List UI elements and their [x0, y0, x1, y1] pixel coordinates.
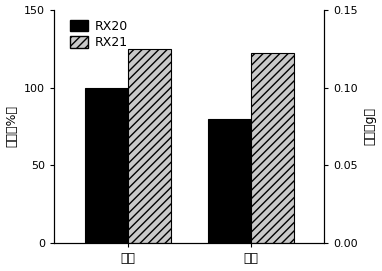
Legend: RX20, RX21: RX20, RX21: [66, 16, 131, 53]
Bar: [207, 119, 251, 243]
Bar: [85, 88, 128, 243]
Bar: [128, 49, 171, 243]
Bar: [251, 53, 293, 243]
Y-axis label: 产量（%）: 产量（%）: [6, 105, 19, 147]
Y-axis label: 收率（g）: 收率（g）: [363, 108, 376, 146]
